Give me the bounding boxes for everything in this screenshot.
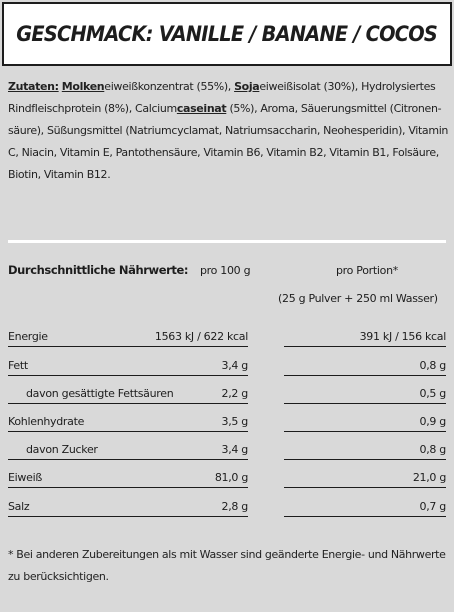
- column-header-portion-definition: (25 g Pulver + 250 ml Wasser): [278, 292, 438, 305]
- value-per-portion: 391 kJ / 156 kcal: [359, 330, 447, 343]
- nutrient-name: Kohlenhydrate: [8, 415, 85, 428]
- column-header-per-100g: pro 100 g: [200, 264, 251, 277]
- nutrition-row: Kohlenhydrate 3,5 g 0,9 g: [8, 415, 446, 435]
- row-underline: [284, 516, 446, 517]
- nutrition-row: Energie 1563 kJ / 622 kcal 391 kJ / 156 …: [8, 330, 446, 350]
- value-per-portion: 0,7 g: [419, 500, 447, 513]
- value-per-portion: 0,9 g: [419, 415, 447, 428]
- ingredient-text: eiweißkonzentrat (55%),: [104, 80, 235, 93]
- section-divider: [8, 240, 446, 243]
- nutrient-name: davon gesättigte Fettsäuren: [26, 387, 174, 400]
- value-per-portion: 0,8 g: [419, 443, 447, 456]
- row-underline: [284, 375, 446, 376]
- allergen-highlight: caseinat: [176, 102, 227, 115]
- row-underline: [8, 375, 248, 376]
- row-underline: [284, 431, 446, 432]
- row-underline: [8, 459, 248, 460]
- footnote: * Bei anderen Zubereitungen als mit Wass…: [8, 548, 446, 583]
- nutrient-name: Salz: [8, 500, 30, 513]
- value-per-100g: 1563 kJ / 622 kcal: [154, 330, 248, 343]
- allergen-highlight: Molken: [61, 80, 105, 93]
- nutrition-heading: Durchschnittliche Nährwerte:: [8, 263, 189, 277]
- nutrient-name: Eiweiß: [8, 471, 42, 484]
- ingredients-list: Molkeneiweißkonzentrat (55%), Sojaeiweiß…: [8, 80, 448, 181]
- value-per-100g: 81,0 g: [214, 471, 248, 484]
- nutrition-row: davon Zucker 3,4 g 0,8 g: [8, 443, 446, 463]
- row-underline: [284, 459, 446, 460]
- value-per-portion: 0,5 g: [419, 387, 447, 400]
- value-per-100g: 3,4 g: [221, 443, 249, 456]
- ingredient-text: (5%), Aroma, Säuerungsmittel (Citronen-s…: [8, 102, 449, 181]
- nutrition-row: Eiweiß 81,0 g 21,0 g: [8, 471, 446, 491]
- value-per-100g: 3,4 g: [221, 359, 249, 372]
- nutrient-name: Fett: [8, 359, 28, 372]
- flavor-title: GESCHMACK: VANILLE / BANANE / COCOS: [16, 22, 439, 46]
- row-underline: [8, 487, 248, 488]
- nutrition-row: Fett 3,4 g 0,8 g: [8, 359, 446, 379]
- ingredient-text: eiweißisolat (30%), Hydrolysiertes Rindf…: [8, 80, 436, 115]
- allergen-highlight: Soja: [234, 80, 260, 93]
- nutrition-row: Salz 2,8 g 0,7 g: [8, 500, 446, 520]
- value-per-portion: 0,8 g: [419, 359, 447, 372]
- row-underline: [8, 403, 248, 404]
- ingredients-text: Zutaten: Molkeneiweißkonzentrat (55%), S…: [8, 76, 448, 186]
- value-per-100g: 3,5 g: [221, 415, 249, 428]
- row-underline: [8, 431, 248, 432]
- flavor-title-box: GESCHMACK: VANILLE / BANANE / COCOS: [2, 2, 452, 66]
- nutrient-name: davon Zucker: [26, 443, 98, 456]
- nutrient-name: Energie: [8, 330, 48, 343]
- value-per-portion: 21,0 g: [412, 471, 446, 484]
- row-underline: [8, 516, 248, 517]
- ingredients-label: Zutaten:: [8, 80, 59, 93]
- value-per-100g: 2,2 g: [221, 387, 249, 400]
- row-underline: [8, 346, 248, 347]
- row-underline: [284, 487, 446, 488]
- row-underline: [284, 346, 446, 347]
- column-header-per-portion: pro Portion*: [336, 264, 398, 277]
- row-underline: [284, 403, 446, 404]
- nutrition-row: davon gesättigte Fettsäuren 2,2 g 0,5 g: [8, 387, 446, 407]
- value-per-100g: 2,8 g: [221, 500, 249, 513]
